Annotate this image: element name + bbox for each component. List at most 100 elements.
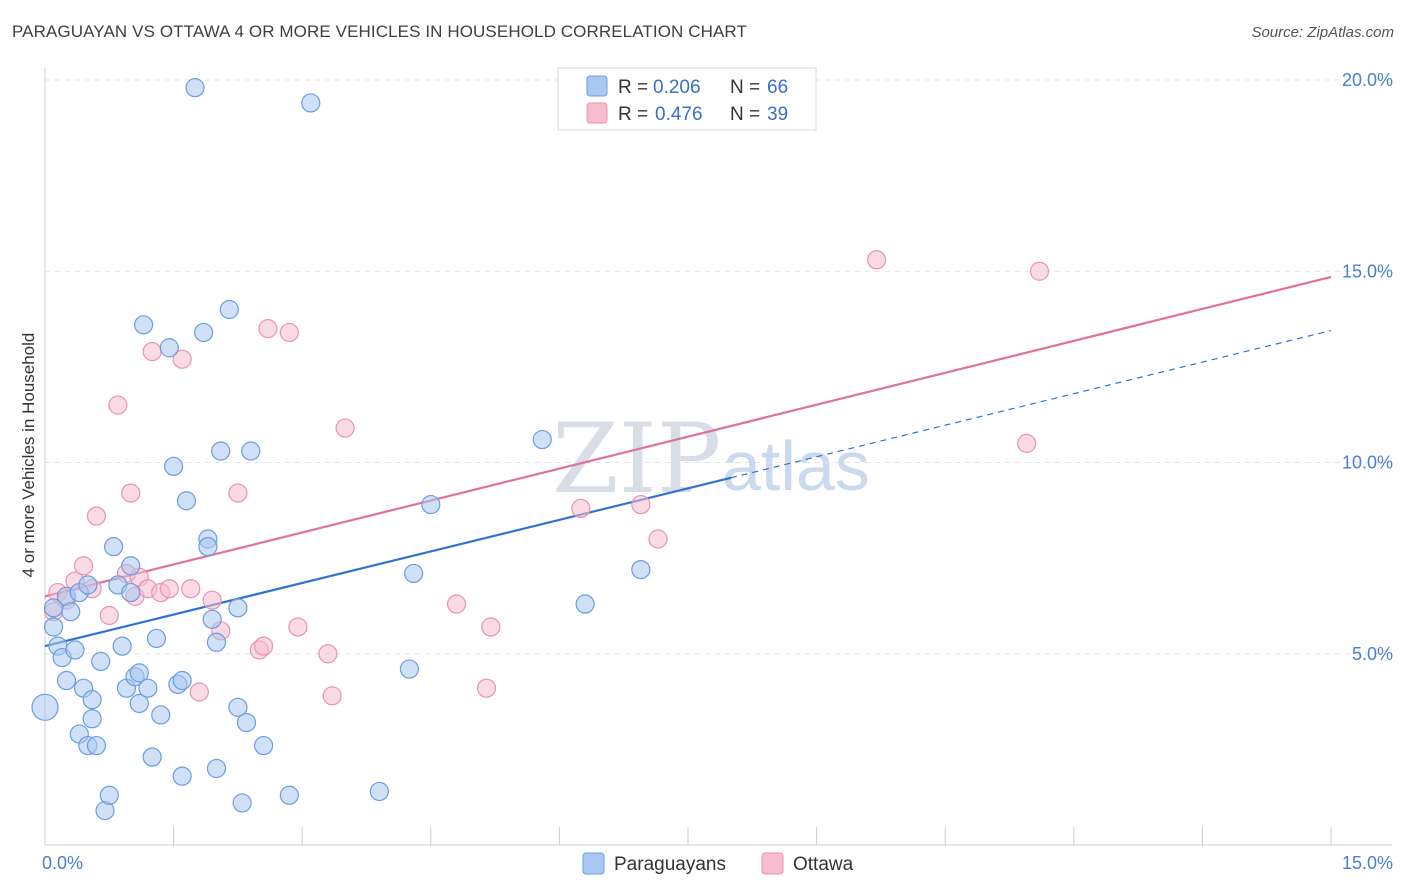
- paraguayans-point: [138, 678, 158, 698]
- paraguayans-point: [129, 663, 149, 683]
- ottawa-points: [43, 250, 1050, 706]
- paraguayans-point: [43, 617, 64, 637]
- ottawa-point: [335, 418, 355, 438]
- paraguayans-point: [129, 693, 149, 714]
- x-tick-labels: 0.0% 15.0%: [42, 853, 1393, 873]
- bottom-legend-ottawa: Ottawa: [793, 854, 854, 875]
- x-tick-label: 0.0%: [42, 853, 83, 873]
- x-tick-label: 15.0%: [1342, 853, 1393, 873]
- paraguayans-point: [279, 785, 299, 805]
- legend-r-label-2: R =: [618, 104, 648, 125]
- paraguayans-point: [399, 659, 419, 679]
- paraguayans-point: [228, 697, 248, 717]
- correlation-legend: R = 0.206 N = 66 R = 0.476 N = 39: [557, 67, 817, 131]
- ottawa-point: [189, 682, 209, 702]
- ottawa-point: [73, 556, 94, 576]
- paraguayans-point: [151, 705, 171, 725]
- source-credit: Source: ZipAtlas.com: [1251, 24, 1394, 41]
- y-tick-label: 10.0%: [1342, 453, 1393, 473]
- paraguayans-point: [236, 712, 257, 733]
- y-tick-label: 5.0%: [1352, 644, 1393, 664]
- paraguayans-point: [146, 628, 167, 649]
- ottawa-point: [318, 644, 338, 664]
- ottawa-point: [288, 617, 308, 637]
- legend-swatch-pink: [586, 102, 608, 124]
- paraguayans-point: [91, 651, 111, 672]
- chart-title: PARAGUAYAN VS OTTAWA 4 OR MORE VEHICLES …: [12, 22, 747, 41]
- bottom-legend-paraguayans: Paraguayans: [614, 854, 726, 875]
- paraguayans-point: [103, 537, 124, 557]
- ottawa-point: [121, 483, 141, 503]
- paraguayans-point: [241, 441, 261, 461]
- paraguayans-point: [254, 735, 274, 756]
- paraguayans-point: [172, 670, 192, 691]
- legend-r-value-2: 0.476: [655, 104, 703, 125]
- paraguayans-point: [31, 693, 59, 721]
- ottawa-point: [867, 250, 887, 270]
- paraguayans-point: [301, 93, 321, 113]
- paraguayans-point: [369, 781, 389, 802]
- ottawa-point: [254, 636, 274, 656]
- ottawa-point: [322, 686, 342, 706]
- ottawa-point: [99, 605, 119, 626]
- legend-r-value-1: 0.206: [653, 77, 701, 98]
- trend-lines: [44, 275, 1332, 648]
- legend-swatch-blue: [586, 75, 608, 97]
- bottom-legend-swatch-ottawa: [761, 852, 784, 875]
- paraguayans-point: [159, 338, 179, 358]
- ottawa-point: [142, 341, 162, 362]
- paraguayans-point: [121, 582, 141, 603]
- y-tick-label: 15.0%: [1342, 261, 1393, 281]
- paraguayans-point: [219, 299, 239, 320]
- paraguayans-point: [86, 735, 107, 756]
- ottawa-point: [446, 594, 467, 614]
- ottawa-point: [476, 678, 497, 698]
- ottawa-point: [571, 498, 591, 518]
- ottawa-point: [172, 349, 192, 369]
- paraguayans-point: [61, 602, 81, 622]
- paraguayans-point: [172, 766, 192, 786]
- ottawa-point: [648, 529, 668, 549]
- paraguayans-point: [206, 758, 227, 779]
- series-legend: Paraguayans Ottawa: [582, 852, 854, 875]
- paraguayans-trend-line: [44, 476, 732, 648]
- paraguayans-point: [202, 609, 222, 629]
- paraguayans-point: [185, 78, 205, 98]
- paraguayans-point: [82, 709, 102, 729]
- paraguayans-point: [421, 494, 441, 515]
- paraguayans-point: [232, 793, 252, 813]
- paraguayans-point: [99, 785, 119, 805]
- paraguayans-point: [65, 640, 85, 660]
- paraguayans-trend-extension: [730, 329, 1332, 479]
- gridlines: [45, 79, 1392, 655]
- paraguayans-point: [206, 632, 227, 652]
- watermark-atlas: atlas: [722, 427, 870, 505]
- ottawa-point: [181, 579, 201, 599]
- ottawa-point: [228, 483, 248, 503]
- paraguayans-point: [82, 690, 102, 710]
- paraguayans-point: [112, 636, 132, 656]
- paraguayans-point: [198, 537, 218, 557]
- paraguayans-point: [194, 322, 214, 343]
- ottawa-point: [1029, 261, 1050, 281]
- y-axis-title: 4 or more Vehicles in Household: [19, 333, 38, 578]
- legend-n-value-2: 39: [767, 104, 788, 125]
- ottawa-point: [481, 617, 501, 637]
- paraguayans-point: [78, 575, 98, 595]
- ottawa-trend-line: [44, 275, 1332, 598]
- paraguayans-point: [228, 598, 248, 618]
- ottawa-point: [631, 494, 651, 515]
- ottawa-point: [108, 395, 128, 415]
- paraguayans-point: [211, 441, 231, 461]
- y-tick-labels: 5.0% 10.0% 15.0% 20.0%: [1342, 70, 1393, 664]
- ottawa-point: [159, 579, 179, 599]
- ottawa-point: [1017, 433, 1037, 453]
- ottawa-point: [279, 322, 299, 343]
- paraguayans-point: [532, 429, 552, 450]
- paraguayans-point: [176, 491, 197, 511]
- ottawa-point: [202, 590, 222, 610]
- paraguayans-point: [575, 594, 595, 614]
- legend-n-label-2: N =: [730, 104, 760, 125]
- paraguayans-point: [121, 556, 141, 576]
